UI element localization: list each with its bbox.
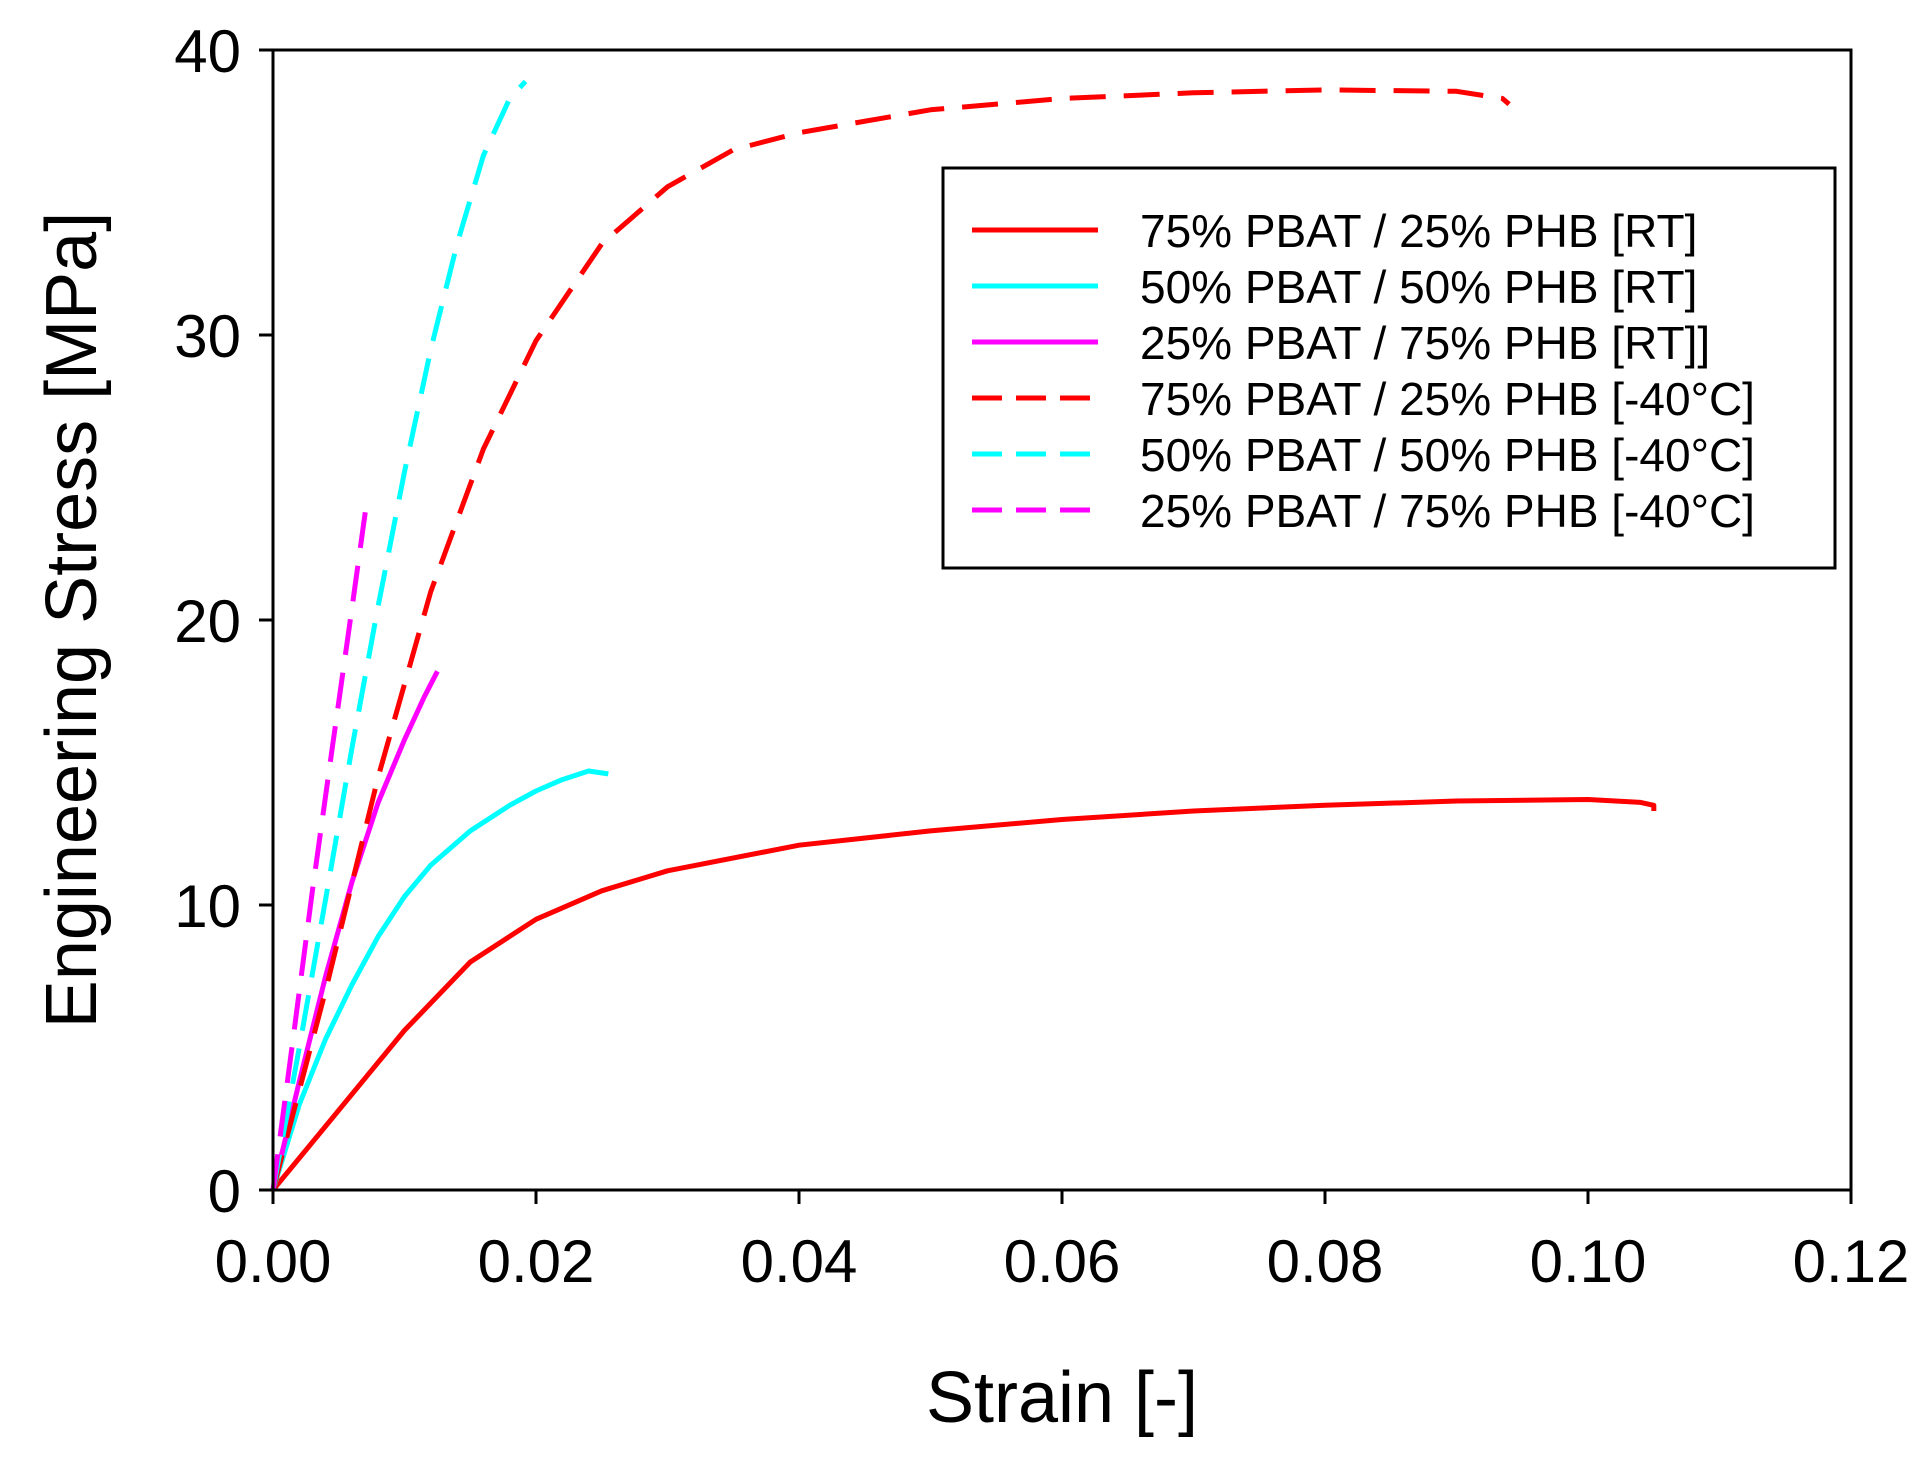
legend-label-2: 50% PBAT / 50% PHB [RT]: [1140, 261, 1697, 313]
y-tick-label: 30: [174, 303, 241, 370]
legend-label-6: 25% PBAT / 75% PHB [-40°C]: [1140, 485, 1755, 537]
legend-box: [941, 166, 1837, 570]
x-tick-label: 0.04: [741, 1228, 858, 1295]
y-tick-label: 20: [174, 588, 241, 655]
legend-entries: 75% PBAT / 25% PHB [RT]50% PBAT / 50% PH…: [972, 205, 1755, 537]
series-line-5-50-pbat-50-phb-40-c: [270, 79, 528, 1191]
y-tick-label: 40: [174, 18, 241, 85]
x-tick-label: 0.02: [478, 1228, 595, 1295]
series-line-1-75-pbat-25-phb-rt: [271, 797, 1657, 1192]
series-line-4-75-pbat-25-phb-40-c: [270, 87, 1511, 1191]
y-axis-label: Engineering Stress [MPa]: [32, 212, 112, 1028]
legend-label-4: 75% PBAT / 25% PHB [-40°C]: [1140, 373, 1755, 425]
legend-label-1: 75% PBAT / 25% PHB [RT]: [1140, 205, 1697, 257]
legend-label-3: 25% PBAT / 75% PHB [RT]]: [1140, 317, 1710, 369]
x-tick-label: 0.10: [1530, 1228, 1647, 1295]
x-tick-label: 0.06: [1004, 1228, 1121, 1295]
y-tick-label: 10: [174, 873, 241, 940]
y-tick-label: 0: [208, 1158, 241, 1225]
legend-label-5: 50% PBAT / 50% PHB [-40°C]: [1140, 429, 1755, 481]
x-tick-label: 0.12: [1793, 1228, 1910, 1295]
x-tick-label: 0.00: [215, 1228, 332, 1295]
series-layer: [270, 79, 1657, 1192]
series-line-6-25-pbat-75-phb-40-c: [270, 494, 371, 1191]
legend: 75% PBAT / 25% PHB [RT]50% PBAT / 50% PH…: [941, 166, 1837, 570]
ticks-layer: 0.00 0.02 0.04 0.06 0.08 0.10 0.12 0 10 20 30 40: [174, 18, 1909, 1295]
series-line-2-50-pbat-50-phb-rt: [270, 768, 609, 1191]
x-tick-label: 0.08: [1267, 1228, 1384, 1295]
x-axis-label: Strain [-]: [926, 1358, 1198, 1438]
